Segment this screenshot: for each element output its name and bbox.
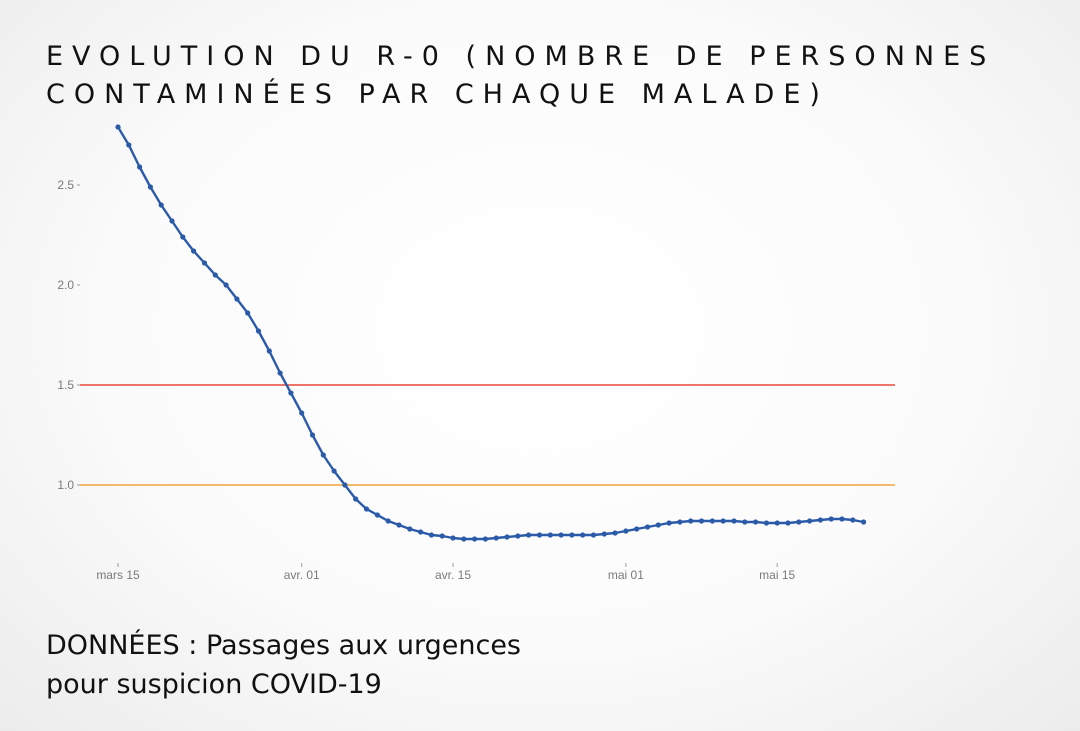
data-point [796, 519, 802, 525]
data-point [320, 452, 326, 458]
data-point [277, 370, 283, 376]
data-point [861, 519, 867, 525]
data-point [612, 530, 618, 536]
data-point [569, 532, 575, 538]
y-tick-label: 1.5 [57, 378, 74, 392]
data-point [353, 496, 359, 502]
data-point [763, 520, 770, 526]
data-point [493, 535, 499, 541]
data-point [234, 296, 240, 302]
data-point [753, 519, 759, 525]
data-point [504, 534, 510, 540]
data-point [342, 482, 348, 488]
x-tick-label: avr. 15 [435, 568, 471, 582]
data-point [807, 518, 813, 524]
data-point [677, 519, 683, 525]
data-point [774, 520, 780, 526]
data-point [731, 518, 737, 524]
x-tick-label: mai 15 [759, 568, 795, 582]
data-point [850, 517, 856, 523]
reference-lines [80, 384, 895, 486]
chart-title: EVOLUTION DU R-0 (NOMBRE DE PERSONNES CO… [46, 41, 996, 110]
data-point [720, 518, 726, 524]
data-point [299, 410, 305, 416]
data-source-note: DONNÉES : Passages aux urgences pour sus… [46, 626, 646, 704]
data-point [655, 522, 661, 528]
data-point [396, 522, 402, 528]
data-point [709, 518, 716, 524]
x-tick-label: avr. 01 [284, 568, 320, 582]
data-point [309, 432, 316, 438]
data-source-line-2: pour suspicion COVID-19 [46, 669, 382, 700]
data-point [785, 520, 791, 526]
data-point [515, 533, 521, 539]
data-point [526, 532, 532, 538]
data-point [137, 164, 143, 170]
data-point [363, 506, 370, 512]
y-tick-label: 1.0 [57, 478, 74, 492]
data-point [439, 533, 445, 539]
data-point [742, 519, 748, 525]
data-point [461, 536, 467, 542]
data-point [201, 260, 208, 266]
data-point [580, 532, 586, 538]
data-point [385, 518, 391, 524]
data-point [634, 526, 640, 532]
data-point [331, 468, 337, 474]
data-point [547, 532, 553, 538]
data-point [666, 520, 672, 526]
data-point [126, 142, 132, 148]
x-tick-label: mai 01 [608, 568, 644, 582]
data-point [255, 328, 262, 334]
r0-line-chart: 1.0 1.5 2.0 2.5 mars 15 avr. 01 avr. 15 mai 01… [0, 110, 1080, 610]
data-point [180, 234, 186, 240]
data-point [212, 272, 218, 278]
data-point [644, 524, 651, 530]
y-tick-label: 2.5 [57, 178, 74, 192]
data-point [817, 517, 824, 523]
y-axis: 1.0 1.5 2.0 2.5 [57, 178, 80, 492]
data-point [536, 532, 543, 538]
data-point [590, 532, 597, 538]
data-point [191, 248, 197, 254]
y-tick-label: 2.0 [57, 278, 74, 292]
data-source-line-1: DONNÉES : Passages aux urgences [46, 630, 521, 661]
data-point [828, 516, 834, 522]
series-line [116, 126, 864, 541]
data-point [698, 518, 705, 524]
data-point [169, 218, 175, 224]
data-point [223, 282, 229, 288]
data-point [482, 536, 488, 542]
data-point [472, 536, 478, 542]
data-point [374, 512, 380, 518]
x-axis: mars 15 avr. 01 avr. 15 mai 01 mai 15 [96, 563, 796, 582]
data-point [623, 528, 629, 534]
data-point [158, 202, 164, 208]
series-r0 [115, 124, 867, 542]
chart-plot-area: 1.0 1.5 2.0 2.5 mars 15 avr. 01 avr. 15 mai 01… [57, 124, 895, 582]
x-tick-label: mars 15 [96, 568, 140, 582]
data-point [418, 529, 424, 535]
data-point [288, 390, 294, 396]
data-point [266, 348, 272, 354]
data-point [839, 516, 845, 522]
data-point [115, 124, 121, 130]
data-point [428, 532, 434, 538]
data-point [245, 310, 251, 316]
data-point [407, 526, 413, 532]
data-point [688, 518, 694, 524]
data-point [147, 184, 153, 190]
data-point [601, 531, 607, 537]
data-point [450, 535, 456, 541]
data-point [558, 532, 564, 538]
